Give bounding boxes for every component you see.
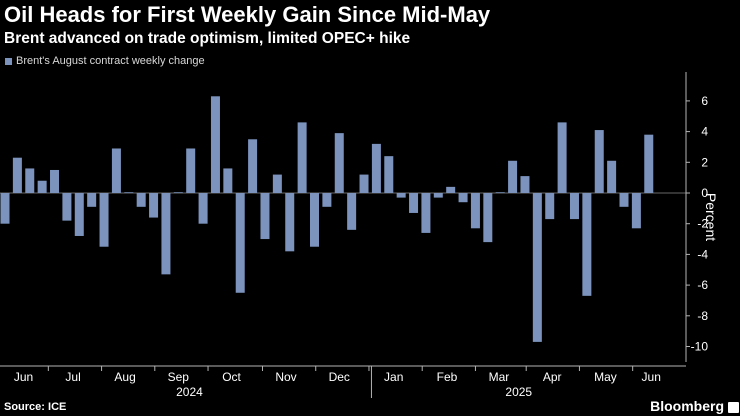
bar: [483, 193, 493, 243]
bar: [285, 193, 295, 252]
bar: [495, 192, 505, 194]
x-tick-label: Oct: [222, 370, 241, 384]
bar: [347, 193, 357, 230]
bar: [62, 193, 72, 221]
bar: [186, 148, 196, 193]
x-tick-label: May: [594, 370, 617, 384]
bar: [433, 193, 443, 198]
x-tick-label: Nov: [275, 370, 296, 384]
bar: [619, 193, 629, 207]
bar: [359, 174, 369, 193]
y-axis-label: Percent: [703, 193, 719, 241]
bar: [0, 193, 10, 224]
bar: [223, 168, 233, 193]
bar: [136, 193, 146, 207]
y-tick-label: 2: [701, 155, 708, 169]
x-tick-label: Jun: [14, 370, 33, 384]
bloomberg-logo: Bloomberg: [650, 398, 724, 414]
bar: [334, 133, 344, 193]
y-tick-label: 4: [701, 125, 708, 139]
x-tick-label: Mar: [489, 370, 510, 384]
bar: [644, 134, 654, 193]
bar: [545, 193, 555, 220]
bar: [111, 148, 121, 193]
legend: Brent's August contract weekly change: [5, 55, 205, 67]
bar: [371, 143, 381, 193]
y-tick-label: -2: [697, 217, 708, 231]
y-tick-label: 0: [701, 186, 708, 200]
bar: [173, 192, 183, 194]
bar: [631, 193, 641, 229]
bar: [87, 193, 97, 207]
x-tick-label: Apr: [543, 370, 562, 384]
bar: [396, 193, 406, 198]
bar: [260, 193, 270, 240]
x-tick-label: Dec: [329, 370, 350, 384]
bar: [235, 193, 245, 293]
bar: [310, 193, 319, 247]
bar: [124, 192, 134, 194]
bar: [421, 193, 431, 233]
bar: [594, 130, 604, 193]
chart-subtitle: Brent advanced on trade optimism, limite…: [4, 30, 411, 47]
bar: [12, 157, 22, 193]
bar: [74, 193, 84, 236]
legend-swatch: [5, 57, 12, 65]
bar: [607, 160, 617, 193]
bar: [458, 193, 468, 203]
bar: [582, 193, 592, 296]
y-tick-label: -4: [697, 247, 708, 261]
year-label: 2024: [176, 385, 203, 399]
bar: [272, 174, 282, 193]
x-tick-label: Jul: [65, 370, 80, 384]
x-tick-label: Jan: [384, 370, 403, 384]
bar: [99, 193, 109, 247]
bar: [508, 160, 518, 193]
bar: [297, 122, 307, 193]
x-tick-label: Jun: [642, 370, 661, 384]
bar: [161, 193, 171, 275]
bar: [532, 193, 542, 342]
bar: [557, 122, 567, 193]
bar: [520, 176, 530, 193]
chart-title: Oil Heads for First Weekly Gain Since Mi…: [4, 2, 491, 27]
y-tick-label: -8: [697, 309, 708, 323]
bar: [569, 193, 579, 220]
year-label: 2025: [505, 385, 532, 399]
bar: [149, 193, 159, 218]
bar: [248, 139, 258, 193]
y-tick-label: -6: [697, 278, 708, 292]
x-tick-label: Aug: [114, 370, 135, 384]
bar: [384, 156, 394, 193]
x-tick-label: Sep: [168, 370, 190, 384]
bar: [409, 193, 419, 213]
bar: [210, 96, 220, 193]
legend-label: Brent's August contract weekly change: [16, 55, 205, 67]
bar: [446, 186, 456, 193]
source-note: Source: ICE: [4, 401, 67, 413]
x-tick-label: Feb: [437, 370, 458, 384]
y-tick-label: -10: [691, 340, 709, 354]
y-tick-label: 6: [701, 94, 708, 108]
bar: [198, 193, 208, 224]
bar: [25, 168, 35, 193]
bar: [470, 193, 480, 229]
bloomberg-logo-icon: [728, 402, 739, 413]
bar: [37, 180, 47, 193]
bar: [50, 169, 60, 193]
bar: [322, 193, 332, 207]
